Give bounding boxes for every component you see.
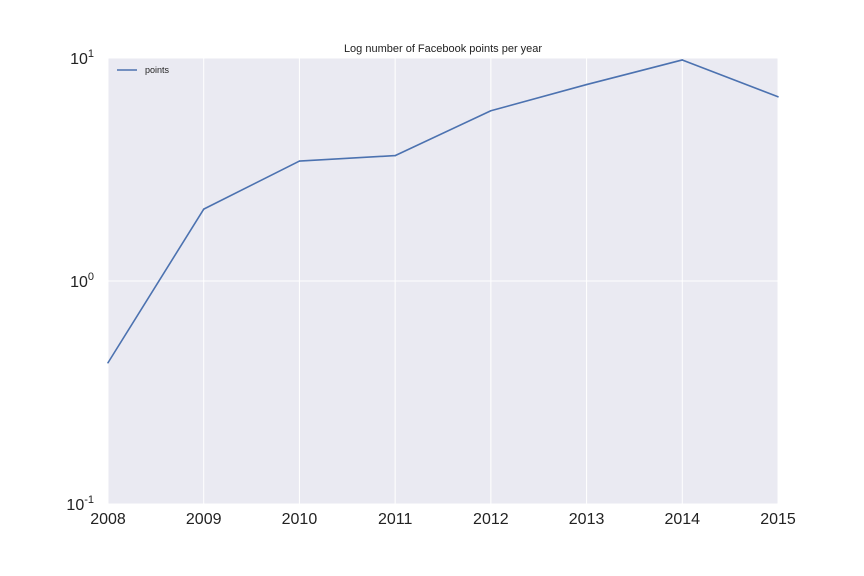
x-tick-label: 2012 <box>473 511 509 528</box>
x-axis: 2008 2009 2010 2011 2012 2013 2014 2015 <box>90 511 796 528</box>
x-tick-label: 2008 <box>90 511 126 528</box>
series-lines <box>107 59 779 364</box>
x-tick-label: 2009 <box>186 511 222 528</box>
x-tick-label: 2013 <box>569 511 605 528</box>
legend-label-points: points <box>145 65 170 75</box>
legend: points <box>117 65 170 75</box>
data-point <box>777 95 779 98</box>
data-point <box>585 83 588 86</box>
data-point <box>298 160 301 162</box>
y-axis: 10-1 100 101 <box>66 48 94 514</box>
data-point <box>107 361 109 364</box>
data-point <box>202 208 205 210</box>
data-point <box>681 59 684 61</box>
x-tick-label: 2014 <box>664 511 700 528</box>
x-tick-label: 2010 <box>282 511 318 528</box>
x-tick-label: 2015 <box>760 511 796 528</box>
grid <box>107 57 779 505</box>
x-tick-label: 2011 <box>378 511 413 528</box>
data-point <box>394 154 396 157</box>
series-line-points <box>107 59 779 364</box>
y-tick-label: 10-1 <box>66 494 94 514</box>
y-tick-label: 101 <box>70 48 94 68</box>
y-tick-label: 100 <box>70 271 94 291</box>
data-point <box>490 109 492 112</box>
chart-title: Log number of Facebook points per year <box>344 43 542 55</box>
